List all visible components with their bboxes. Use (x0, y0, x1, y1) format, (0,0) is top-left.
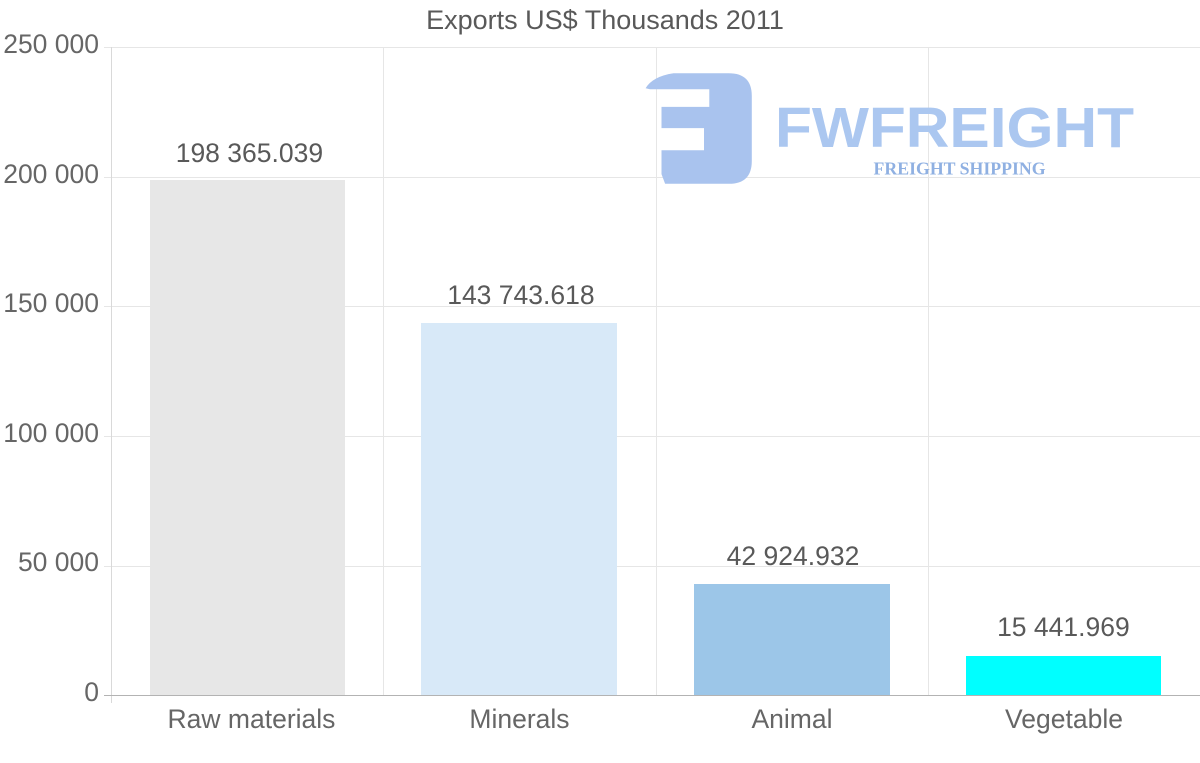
svg-text:FREIGHT SHIPPING: FREIGHT SHIPPING (874, 158, 1046, 178)
svg-text:FWFREIGHT: FWFREIGHT (775, 97, 1134, 160)
